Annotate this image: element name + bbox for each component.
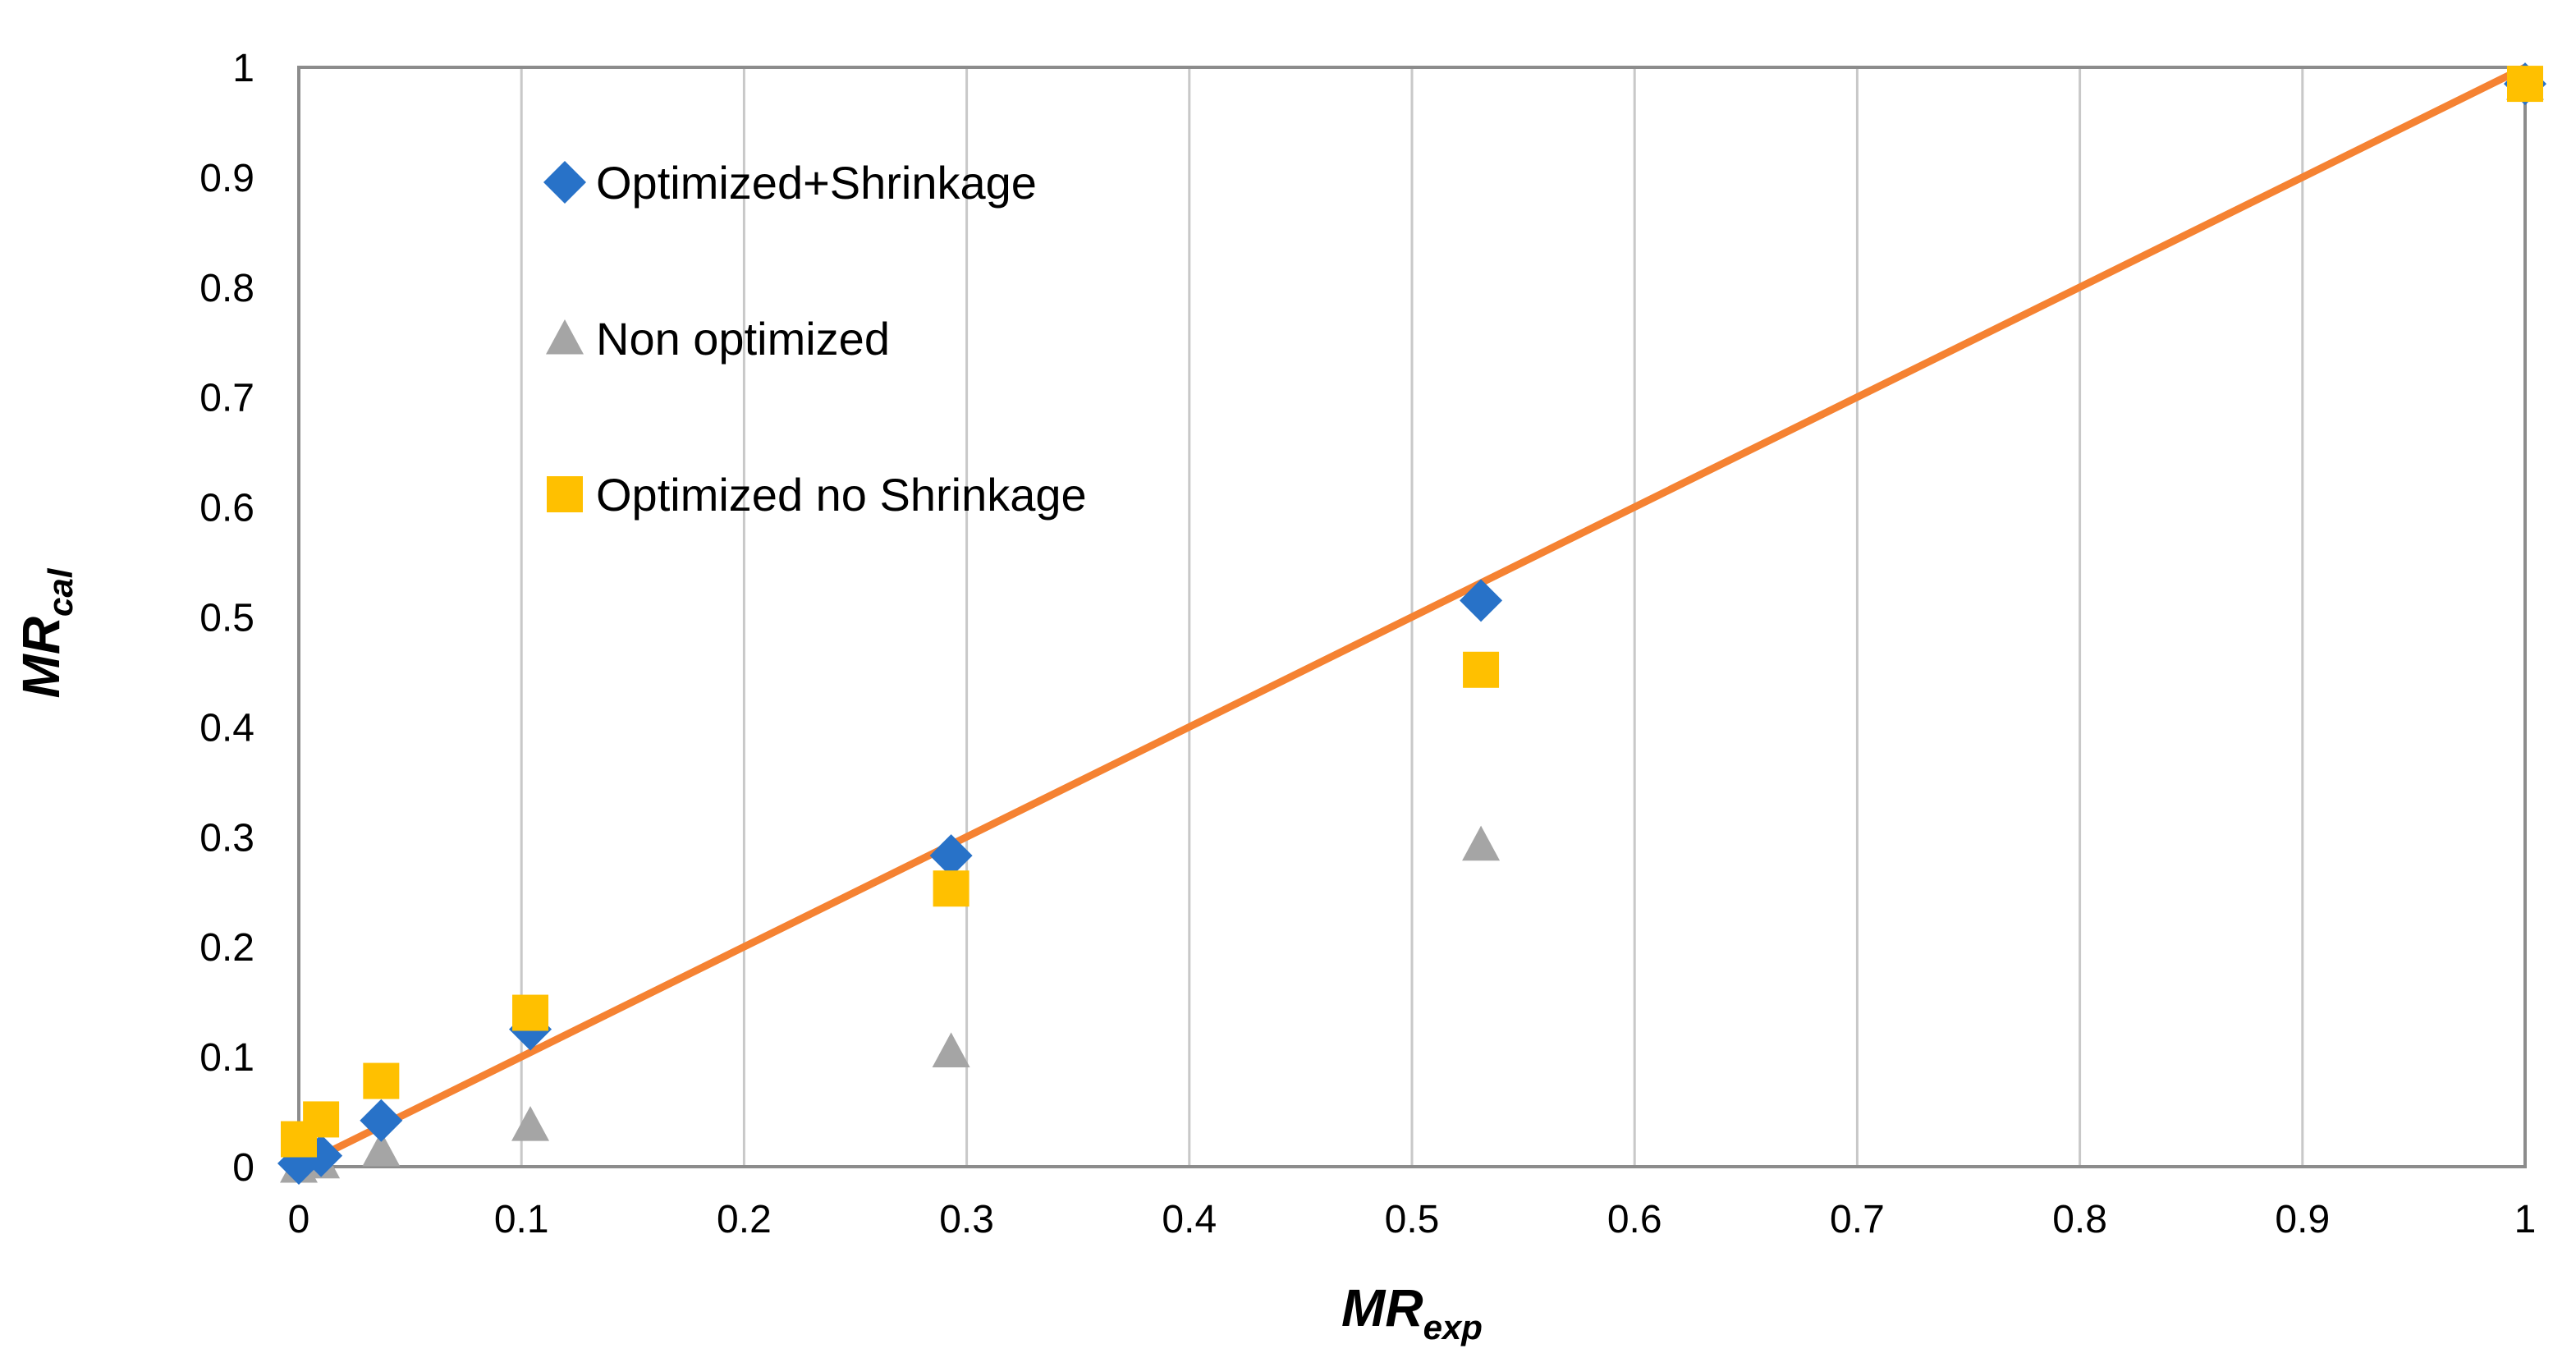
square-point <box>1463 651 1500 688</box>
y-tick-label: 0 <box>232 1146 254 1190</box>
triangle-point <box>511 1106 550 1141</box>
plot-area-border <box>297 66 2527 1168</box>
triangle-point <box>362 1131 401 1167</box>
square-point <box>933 870 969 907</box>
y-tick-label: 0.9 <box>199 157 254 200</box>
x-tick-label: 0.3 <box>939 1198 994 1241</box>
x-tick-label: 0.8 <box>2052 1198 2107 1241</box>
legend: Optimized+Shrinkage Non optimized Optimize… <box>543 157 1087 521</box>
y-tick-label: 0.7 <box>199 377 254 420</box>
y-tick-label: 0.6 <box>199 487 254 530</box>
y-axis-title: MRcal <box>11 567 80 698</box>
y-tick-label: 0.4 <box>199 706 254 750</box>
x-axis-title: MRexp <box>1341 1278 1483 1347</box>
triangle-point <box>932 1032 970 1067</box>
diamond-point <box>929 834 973 878</box>
x-tick-label: 0.5 <box>1385 1198 1440 1241</box>
x-tick-label: 0.2 <box>717 1198 772 1241</box>
x-tick-label: 0.1 <box>494 1198 549 1241</box>
x-tick-label: 0.4 <box>1162 1198 1217 1241</box>
triangle-point <box>1462 825 1501 861</box>
square-point <box>2507 66 2543 103</box>
square-point <box>512 994 549 1031</box>
x-tick-label: 0 <box>288 1198 310 1241</box>
series-square <box>281 66 2543 1158</box>
y-tick-label: 0.3 <box>199 816 254 860</box>
y-tick-label: 1 <box>232 47 254 90</box>
y-axis-title-subscript: cal <box>41 567 80 617</box>
x-axis-title-subscript: exp <box>1423 1308 1483 1347</box>
x-tick-label: 1 <box>2514 1198 2537 1241</box>
gridlines <box>520 67 2304 1167</box>
reference-line <box>297 63 2527 1171</box>
reference-line-group <box>297 63 2527 1171</box>
y-axis-title-main: MR <box>11 617 71 699</box>
x-tick-labels: 0 0.1 0.2 0.3 0.4 0.5 0.6 0.7 0.8 0.9 1 <box>288 1198 2537 1241</box>
x-axis-title-main: MR <box>1341 1278 1423 1337</box>
legend-label: Optimized no Shrinkage <box>596 469 1087 521</box>
y-tick-label: 0.5 <box>199 597 254 640</box>
diamond-point <box>1460 579 1503 622</box>
y-tick-label: 0.1 <box>199 1036 254 1080</box>
y-tick-label: 0.8 <box>199 267 254 310</box>
x-tick-label: 0.7 <box>1830 1198 1885 1241</box>
legend-marker-triangle <box>546 319 584 355</box>
legend-marker-square <box>547 476 583 512</box>
data-points <box>277 62 2546 1185</box>
legend-marker-diamond <box>543 161 586 204</box>
diamond-point <box>360 1099 403 1142</box>
x-tick-label: 0.6 <box>1607 1198 1662 1241</box>
square-point <box>303 1101 340 1138</box>
legend-label: Non optimized <box>596 313 890 365</box>
x-tick-label: 0.9 <box>2275 1198 2330 1241</box>
legend-label: Optimized+Shrinkage <box>596 157 1037 209</box>
y-tick-label: 0.2 <box>199 926 254 970</box>
y-tick-labels: 0 0.1 0.2 0.3 0.4 0.5 0.6 0.7 0.8 0.9 1 <box>199 47 254 1190</box>
square-point <box>363 1062 400 1099</box>
